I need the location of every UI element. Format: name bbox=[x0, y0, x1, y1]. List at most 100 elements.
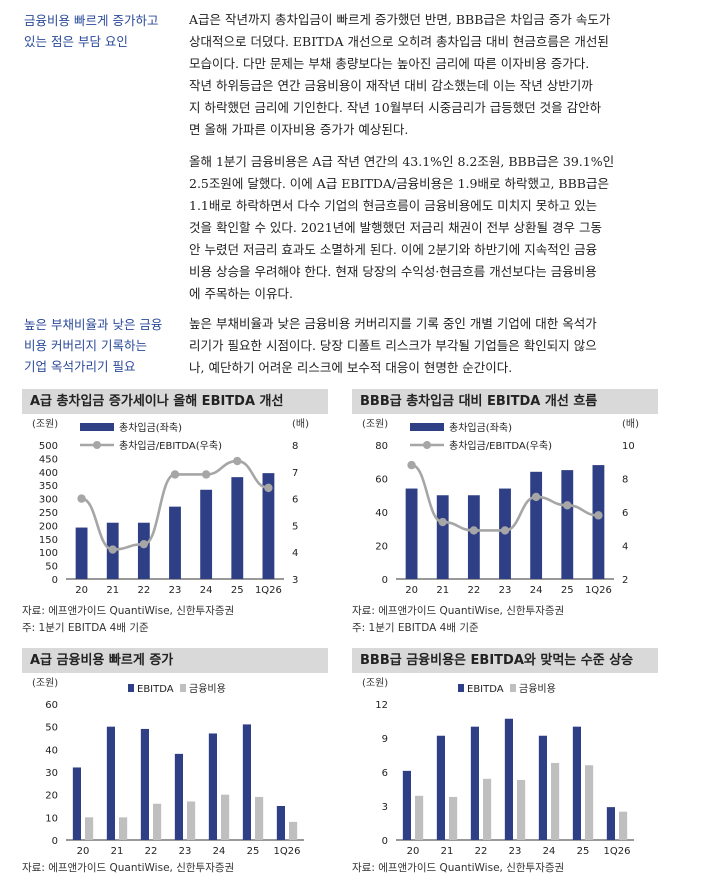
bar-finance-cost bbox=[289, 821, 298, 840]
legend-label: 총차입금(좌축) bbox=[449, 421, 512, 434]
left-tick-label: 12 bbox=[375, 700, 388, 711]
left-tick-label: 350 bbox=[39, 481, 58, 492]
paragraph-line: 안 누렸던 저금리 효과도 소멸하게 된다. 이에 2분기와 하반기에 지속적인… bbox=[189, 242, 598, 257]
side-heading-1: 금융비용 빠르게 증가하고 있는 점은 부담 요인 bbox=[24, 10, 174, 52]
line-point bbox=[563, 501, 572, 510]
paragraph-line: 리기가 필요한 시점이다. 당장 디폴트 리스크가 부각될 기업들은 확인되지 … bbox=[189, 338, 597, 353]
bar bbox=[231, 477, 244, 579]
paragraph-line: 1.1배로 하락하면서 다수 기업의 현금흐름이 금융비용에도 미치지 못하고 … bbox=[189, 198, 598, 213]
bar-ebitda bbox=[572, 726, 581, 840]
x-tick-label: 24 bbox=[530, 585, 543, 596]
right-tick-label: 7 bbox=[292, 468, 298, 479]
legend-swatch-marker bbox=[93, 441, 101, 449]
bar-finance-cost bbox=[255, 796, 264, 840]
bar-finance-cost bbox=[85, 817, 94, 840]
bar bbox=[200, 489, 213, 579]
bar-ebitda bbox=[106, 726, 115, 840]
left-axis-unit: (조원) bbox=[32, 677, 58, 689]
left-tick-label: 0 bbox=[382, 575, 388, 586]
bar bbox=[561, 470, 574, 579]
x-tick-label: 1Q26 bbox=[274, 846, 301, 857]
x-tick-label: 20 bbox=[407, 846, 420, 857]
bar-finance-cost bbox=[153, 803, 162, 840]
legend-label: 금융비용 bbox=[189, 683, 226, 695]
x-tick-label: 1Q26 bbox=[604, 846, 631, 857]
right-tick-label: 6 bbox=[622, 508, 628, 519]
legend-swatch-bar2 bbox=[180, 684, 186, 692]
side-heading-3: 높은 부채비율과 낮은 금융 비용 커버리지 기록하는 기업 옥석가리기 필요 bbox=[24, 314, 174, 377]
paragraph-line: 에 주목하는 이유다. bbox=[189, 286, 293, 301]
left-tick-label: 40 bbox=[375, 508, 388, 519]
legend-label: 총차입금(좌축) bbox=[119, 421, 182, 434]
chart-source: 자료: 에프앤가이드 QuantiWise, 신한투자증권 주: 1분기 EBI… bbox=[352, 603, 564, 637]
paragraph-line: 상대적으로 더뎠다. EBITDA 개선으로 오히려 총차입금 대비 현금흐름은… bbox=[189, 34, 609, 49]
x-tick-label: 22 bbox=[137, 585, 150, 596]
x-tick-label: 23 bbox=[509, 846, 522, 857]
line-point bbox=[594, 511, 603, 520]
right-tick-label: 8 bbox=[622, 475, 628, 486]
x-tick-label: 24 bbox=[213, 846, 226, 857]
left-tick-label: 20 bbox=[375, 542, 388, 553]
x-tick-label: 24 bbox=[200, 585, 213, 596]
right-tick-label: 5 bbox=[292, 521, 298, 532]
legend-swatch-marker bbox=[423, 441, 431, 449]
line-point bbox=[531, 492, 541, 502]
side-heading-line: 기업 옥석가리기 필요 bbox=[24, 359, 136, 374]
left-tick-label: 60 bbox=[45, 700, 58, 711]
bar-finance-cost bbox=[619, 811, 628, 840]
left-tick-label: 250 bbox=[39, 508, 58, 519]
chart-title: A급 총차입금 증가세이나 올해 EBITDA 개선 bbox=[22, 389, 328, 414]
paragraph-line: 것을 확인할 수 있다. 2021년에 발행했던 저금리 채권이 전부 상환될 … bbox=[189, 220, 602, 235]
paragraph-line: 올해 1분기 금융비용은 A급 작년 연간의 43.1%인 8.2조원, BBB… bbox=[189, 154, 615, 169]
bar bbox=[405, 488, 418, 579]
paragraph-1: A급은 작년까지 총차입금이 빠르게 증가했던 반면, BBB급은 차입금 증가… bbox=[189, 9, 685, 141]
x-tick-label: 25 bbox=[561, 585, 574, 596]
paragraph-line: 비용 상승을 우려해야 한다. 현재 당장의 수익성·현금흐름 개선보다는 금융… bbox=[189, 264, 597, 279]
paragraph-line: 면 올해 가파른 이자비용 증가가 예상된다. bbox=[189, 122, 409, 137]
source-line: 자료: 에프앤가이드 QuantiWise, 신한투자증권 bbox=[352, 862, 565, 874]
bar-ebitda bbox=[242, 724, 251, 840]
legend-label: 금융비용 bbox=[519, 683, 556, 695]
right-tick-label: 3 bbox=[292, 575, 298, 586]
bar-finance-cost bbox=[449, 796, 458, 840]
bar-finance-cost bbox=[119, 817, 128, 840]
x-tick-label: 20 bbox=[77, 846, 90, 857]
line-point bbox=[264, 483, 273, 493]
left-tick-label: 30 bbox=[45, 768, 58, 779]
left-tick-label: 9 bbox=[382, 734, 388, 745]
bar bbox=[169, 506, 181, 579]
bar-ebitda bbox=[208, 733, 217, 840]
legend-label: EBITDA bbox=[467, 684, 504, 695]
bar-ebitda bbox=[140, 728, 149, 840]
paragraph-line: 높은 부채비율과 낮은 금융비용 커버리지를 기록 중인 개별 기업에 대한 옥… bbox=[189, 316, 597, 331]
x-tick-label: 21 bbox=[111, 846, 124, 857]
legend-label: 총차입금/EBITDA(우축) bbox=[449, 439, 552, 452]
legend-label: 총차입금/EBITDA(우축) bbox=[119, 439, 222, 452]
paragraph-3: 높은 부채비율과 낮은 금융비용 커버리지를 기록 중인 개별 기업에 대한 옥… bbox=[189, 313, 685, 379]
right-axis-unit: (배) bbox=[292, 418, 309, 430]
x-tick-label: 20 bbox=[405, 585, 418, 596]
x-tick-label: 23 bbox=[499, 585, 512, 596]
bar-finance-cost bbox=[517, 779, 526, 840]
left-tick-label: 3 bbox=[382, 802, 388, 813]
x-tick-label: 23 bbox=[179, 846, 192, 857]
left-tick-label: 500 bbox=[39, 441, 58, 452]
left-tick-label: 400 bbox=[39, 468, 58, 479]
right-tick-label: 2 bbox=[622, 575, 628, 586]
bar-finance-cost bbox=[585, 765, 594, 840]
paragraph-line: 모습이다. 다만 문제는 부채 총량보다는 높아진 금리에 따른 이자비용 증가… bbox=[189, 56, 590, 71]
bar bbox=[467, 495, 480, 579]
right-tick-label: 6 bbox=[292, 495, 298, 506]
legend-swatch-bar bbox=[458, 684, 464, 692]
right-tick-label: 4 bbox=[622, 542, 628, 553]
bar bbox=[75, 527, 88, 579]
bar-ebitda bbox=[276, 806, 285, 840]
chart-bbb-finance-cost: (조원) 0 3 6 9 12 20 21 22 23 24 25 1Q26 EBITDA 금융비용 bbox=[362, 677, 634, 857]
paragraph-line: 작년 하위등급은 연간 금융비용이 재작년 대비 감소했는데 이는 작년 상반기… bbox=[189, 78, 593, 93]
side-heading-line: 높은 부채비율과 낮은 금융 bbox=[24, 317, 163, 332]
left-tick-label: 50 bbox=[45, 723, 58, 734]
chart-source: 자료: 에프앤가이드 QuantiWise, 신한투자증권 주: 1분기 EBI… bbox=[22, 603, 234, 637]
chart-a-borrowings: (조원) (배) 0 50 100 150 200 250 300 350 400 450 500 3 4 5… bbox=[32, 418, 309, 596]
right-tick-label: 10 bbox=[622, 441, 635, 452]
